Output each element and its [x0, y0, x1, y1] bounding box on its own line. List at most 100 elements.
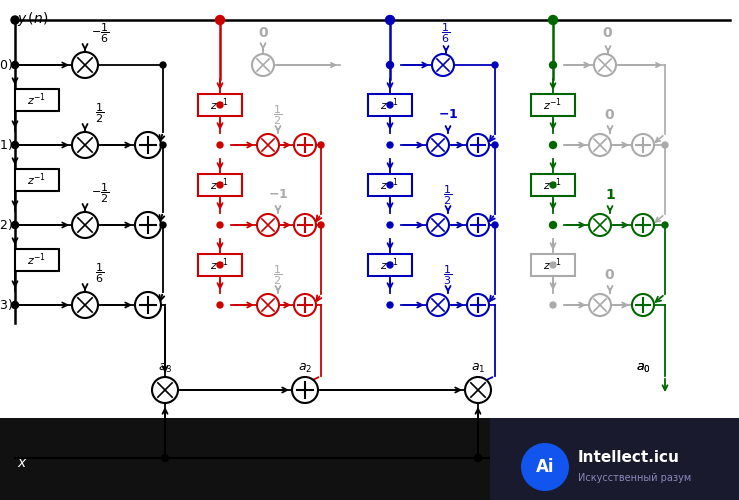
Text: $\mathbf{-1}$: $\mathbf{-1}$	[437, 108, 458, 122]
Bar	[490, 418, 739, 500]
Circle shape	[386, 62, 393, 68]
Circle shape	[387, 182, 393, 188]
Text: Ai: Ai	[536, 458, 554, 476]
Text: $z^{-1}$: $z^{-1}$	[543, 256, 562, 274]
Circle shape	[632, 214, 654, 236]
Text: $z^{-1}$: $z^{-1}$	[381, 256, 400, 274]
Circle shape	[12, 142, 18, 148]
Circle shape	[12, 222, 18, 228]
Circle shape	[632, 294, 654, 316]
Text: $z^{-1}$: $z^{-1}$	[543, 176, 562, 194]
Circle shape	[387, 142, 393, 148]
Circle shape	[72, 212, 98, 238]
Circle shape	[427, 214, 449, 236]
Text: $a_0$: $a_0$	[636, 362, 650, 374]
Circle shape	[550, 222, 556, 228]
Bar	[15, 89, 59, 111]
Circle shape	[217, 142, 223, 148]
Text: $y\,(3)$: $y\,(3)$	[0, 296, 13, 314]
Bar	[15, 169, 59, 191]
Bar	[368, 94, 412, 116]
Circle shape	[160, 222, 166, 228]
Circle shape	[318, 222, 324, 228]
Circle shape	[589, 214, 611, 236]
Text: $\dfrac{1}{2}$: $\dfrac{1}{2}$	[273, 264, 282, 286]
Circle shape	[160, 142, 166, 148]
Circle shape	[12, 302, 18, 308]
Bar	[368, 254, 412, 276]
Bar	[531, 254, 575, 276]
Text: $y\,(0)$: $y\,(0)$	[0, 56, 13, 74]
Circle shape	[467, 214, 489, 236]
Text: $z^{-1}$: $z^{-1}$	[381, 176, 400, 194]
Text: $\mathbf{0}$: $\mathbf{0}$	[602, 26, 613, 40]
Circle shape	[474, 454, 482, 462]
Circle shape	[217, 222, 223, 228]
Text: $y\,(2)$: $y\,(2)$	[0, 216, 13, 234]
Circle shape	[548, 16, 557, 24]
Bar	[531, 174, 575, 196]
Text: $-\dfrac{1}{2}$: $-\dfrac{1}{2}$	[91, 182, 109, 204]
Bar	[198, 254, 242, 276]
Text: $\mathbf{-1}$: $\mathbf{-1}$	[268, 188, 288, 202]
Circle shape	[492, 142, 498, 148]
Circle shape	[550, 142, 556, 148]
Circle shape	[135, 292, 161, 318]
Circle shape	[387, 222, 393, 228]
Circle shape	[387, 302, 393, 308]
Circle shape	[72, 132, 98, 158]
Circle shape	[135, 212, 161, 238]
Bar	[198, 174, 242, 196]
Text: $a_3$: $a_3$	[157, 362, 172, 374]
Circle shape	[632, 134, 654, 156]
Circle shape	[72, 292, 98, 318]
Text: $z^{-1}$: $z^{-1}$	[27, 92, 47, 108]
Circle shape	[386, 16, 395, 24]
Circle shape	[467, 294, 489, 316]
Text: $a_2$: $a_2$	[298, 362, 312, 374]
Circle shape	[387, 102, 393, 108]
Text: $\mathbf{0}$: $\mathbf{0}$	[605, 108, 616, 122]
Circle shape	[594, 54, 616, 76]
Circle shape	[252, 54, 274, 76]
Text: $\mathbf{1}$: $\mathbf{1}$	[605, 188, 616, 202]
Circle shape	[217, 302, 223, 308]
Circle shape	[152, 377, 178, 403]
Text: $x$: $x$	[17, 456, 27, 470]
Circle shape	[550, 182, 556, 188]
Bar	[198, 94, 242, 116]
Circle shape	[589, 294, 611, 316]
Text: $-\dfrac{1}{6}$: $-\dfrac{1}{6}$	[91, 22, 109, 44]
Circle shape	[465, 377, 491, 403]
Bar	[531, 94, 575, 116]
Text: $a_1$: $a_1$	[471, 362, 486, 374]
Text: $z^{-1}$: $z^{-1}$	[27, 252, 47, 268]
Circle shape	[217, 182, 223, 188]
Circle shape	[492, 222, 498, 228]
Circle shape	[294, 214, 316, 236]
Text: Искусственный разум: Искусственный разум	[578, 473, 691, 483]
Circle shape	[387, 262, 393, 268]
Text: $\dfrac{1}{6}$: $\dfrac{1}{6}$	[95, 262, 104, 284]
Circle shape	[550, 262, 556, 268]
Text: $y\,(n)$: $y\,(n)$	[17, 10, 48, 28]
Circle shape	[162, 454, 168, 462]
Text: Intellect.icu: Intellect.icu	[578, 450, 680, 466]
Text: $\dfrac{1}{3}$: $\dfrac{1}{3}$	[443, 264, 452, 286]
Circle shape	[160, 62, 166, 68]
Circle shape	[257, 294, 279, 316]
Bar	[0, 418, 739, 500]
Circle shape	[257, 134, 279, 156]
Circle shape	[589, 134, 611, 156]
Text: $\mathbf{0}$: $\mathbf{0}$	[257, 26, 268, 40]
Text: $z^{-1}$: $z^{-1}$	[211, 256, 230, 274]
Circle shape	[427, 294, 449, 316]
Circle shape	[217, 102, 223, 108]
Text: $\dfrac{1}{2}$: $\dfrac{1}{2}$	[273, 104, 282, 126]
Text: $z^{-1}$: $z^{-1}$	[543, 96, 562, 114]
Circle shape	[12, 62, 18, 68]
Circle shape	[662, 142, 668, 148]
Text: $\dfrac{1}{6}$: $\dfrac{1}{6}$	[441, 22, 451, 44]
Circle shape	[294, 294, 316, 316]
Circle shape	[11, 16, 19, 24]
